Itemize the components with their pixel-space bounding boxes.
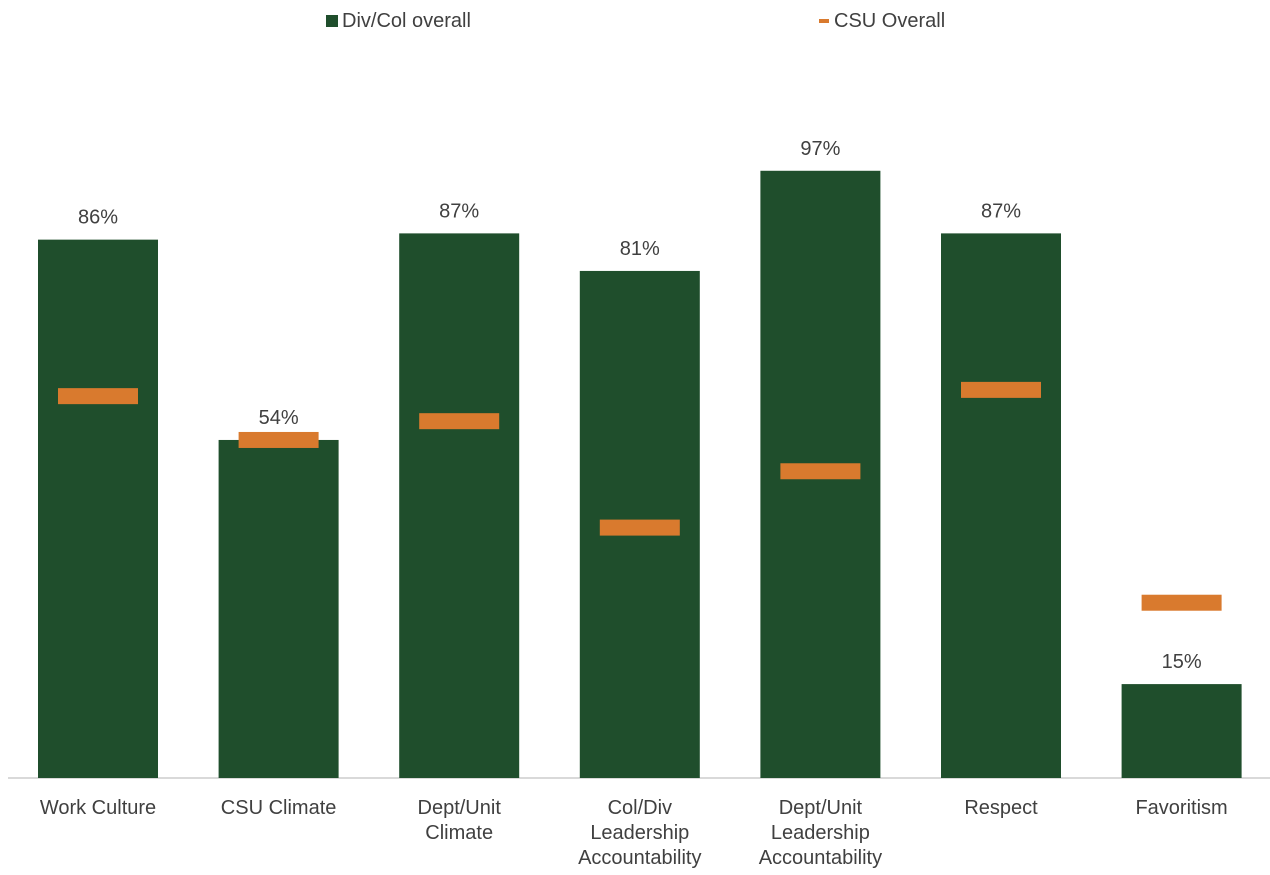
- data-label: 87%: [981, 200, 1021, 222]
- data-label: 97%: [800, 138, 840, 160]
- legend-swatch-bars: [326, 15, 338, 27]
- bar: [941, 233, 1061, 778]
- x-tick-label: Leadership: [771, 822, 870, 844]
- csu-overall-marker: [419, 413, 500, 430]
- x-tick-label: Accountability: [759, 847, 882, 869]
- x-tick-label: Accountability: [578, 847, 701, 869]
- x-tick-label: Climate: [425, 822, 493, 844]
- csu-overall-marker: [58, 388, 138, 405]
- csu-overall-marker: [780, 463, 861, 480]
- bar: [1121, 684, 1242, 778]
- data-label: 87%: [439, 200, 479, 222]
- x-tick-label: CSU Climate: [221, 797, 337, 819]
- data-label: 86%: [78, 207, 118, 229]
- x-tick-label: Work Culture: [40, 797, 156, 819]
- csu-overall-marker: [1141, 594, 1222, 611]
- bar: [218, 439, 339, 778]
- csu-overall-marker: [599, 519, 680, 536]
- data-label: 81%: [620, 238, 660, 260]
- x-tick-label: Leadership: [590, 822, 689, 844]
- x-tick-label: Favoritism: [1135, 797, 1227, 819]
- legend-item-bars: Div/Col overall: [326, 8, 471, 34]
- legend-swatch-markers: [819, 19, 829, 23]
- legend-label-markers: CSU Overall: [834, 9, 946, 32]
- csu-overall-marker: [961, 381, 1041, 398]
- legend-label-bars: Div/Col overall: [342, 9, 471, 32]
- x-tick-label: Dept/Unit: [418, 797, 502, 819]
- x-tick-label: Respect: [964, 797, 1038, 819]
- x-tick-label: Dept/Unit: [779, 797, 863, 819]
- legend-item-markers: CSU Overall: [819, 8, 945, 34]
- data-label: 54%: [259, 407, 299, 429]
- bar: [399, 233, 520, 778]
- data-label: 15%: [1162, 651, 1202, 673]
- csu-overall-marker: [238, 431, 319, 448]
- x-tick-label: Col/Div: [608, 797, 672, 819]
- bar: [38, 239, 158, 778]
